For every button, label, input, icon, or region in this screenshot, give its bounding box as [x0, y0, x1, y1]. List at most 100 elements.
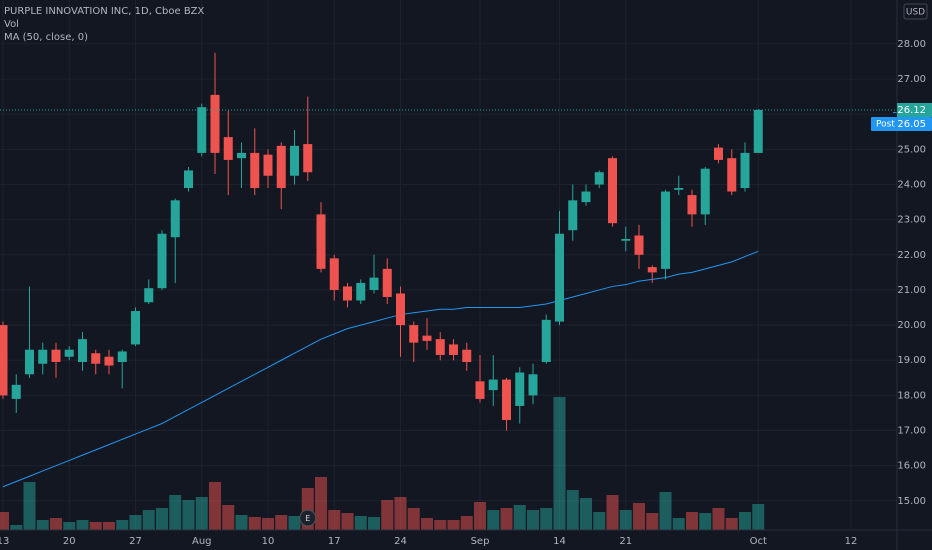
- x-tick-label: 12: [845, 536, 858, 547]
- candle-body: [661, 191, 670, 269]
- volume-bar: [248, 517, 261, 530]
- volume-bar: [288, 516, 301, 530]
- candle-body: [223, 137, 233, 160]
- candle-body: [435, 339, 445, 355]
- candle-body: [594, 172, 604, 185]
- candle-body: [502, 379, 511, 420]
- ma-line: [2, 250, 759, 488]
- volume-bar: [89, 522, 102, 530]
- candle-body: [740, 152, 750, 189]
- volume-bar: [209, 482, 221, 530]
- volume-bar: [407, 508, 420, 530]
- candle-body: [382, 268, 392, 297]
- earnings-marker: [299, 509, 317, 527]
- volume-bar: [593, 512, 606, 530]
- volume-bar: [50, 518, 62, 530]
- volume-bar: [222, 505, 235, 530]
- y-tick-label: 28.00: [897, 39, 926, 50]
- candle-body: [753, 110, 763, 153]
- x-tick-label: 14: [553, 536, 566, 547]
- volume-bar: [712, 508, 725, 530]
- y-tick-label: 16.00: [897, 461, 926, 472]
- candle-body: [608, 158, 617, 224]
- candle-body: [409, 325, 419, 343]
- candle-body: [78, 339, 87, 363]
- volume-bar: [434, 520, 447, 530]
- candle-body: [568, 200, 578, 231]
- volume-bar: [129, 515, 142, 530]
- chart-title: PURPLE INNOVATION INC, 1D, Cboe BZX: [4, 6, 205, 17]
- candle-body: [64, 349, 74, 357]
- volume-bar: [275, 515, 288, 530]
- candle-body: [91, 353, 101, 364]
- candle-body: [250, 152, 260, 189]
- volume-bar: [328, 510, 341, 530]
- volume-bar: [606, 495, 619, 530]
- y-tick-label: 25.00: [897, 144, 926, 155]
- volume-bar: [235, 515, 248, 530]
- y-tick-label: 22.00: [897, 250, 926, 261]
- volume-bar: [142, 510, 155, 530]
- x-tick-label: Aug: [192, 536, 212, 547]
- candle-body: [25, 349, 34, 375]
- y-tick-label: 15.00: [897, 496, 926, 507]
- currency: USD: [906, 8, 925, 18]
- candle-body: [621, 238, 631, 241]
- volume-bar: [672, 518, 685, 530]
- volume-bar: [752, 504, 765, 530]
- candle-body: [727, 158, 737, 192]
- volume-bar: [686, 512, 698, 530]
- volume-bar: [725, 518, 738, 530]
- volume-bar: [156, 508, 168, 530]
- candle-body: [276, 145, 286, 189]
- volume-bar: [447, 520, 460, 530]
- volume-bar: [195, 497, 208, 530]
- volume-bar: [381, 500, 394, 530]
- candle-body: [369, 277, 379, 290]
- candle-body: [316, 214, 326, 269]
- volume-bar: [487, 510, 500, 530]
- candle-body: [647, 267, 657, 273]
- candle-body: [475, 381, 485, 399]
- volume-bar: [500, 508, 513, 530]
- volume-bar: [262, 518, 274, 530]
- volume-bar: [474, 502, 486, 530]
- volume-bar: [553, 397, 566, 530]
- volume-bar: [368, 517, 380, 530]
- candle-body: [144, 288, 154, 303]
- candle-body: [210, 94, 220, 153]
- x-tick-label: 27: [129, 536, 142, 547]
- y-tick-label: 27.00: [897, 74, 926, 85]
- volume-bar: [421, 518, 433, 530]
- candle-body: [0, 325, 8, 396]
- volume-bar: [103, 522, 115, 530]
- x-tick-label: 20: [63, 536, 76, 547]
- candle-body: [634, 235, 644, 255]
- candle-body: [197, 107, 207, 153]
- volume-bar: [460, 516, 473, 530]
- marks: [0, 52, 897, 530]
- candle-body: [170, 200, 180, 238]
- volume-bar: [739, 512, 751, 530]
- volume-legend: Vol: [4, 19, 19, 30]
- volume-bar: [36, 520, 49, 530]
- volume-bar: [76, 520, 89, 530]
- ma-legend: MA (50, close, 0): [4, 32, 88, 43]
- x-tick-label: Sep: [471, 536, 490, 547]
- currency-box[interactable]: [903, 3, 928, 20]
- volume-bar: [315, 477, 327, 530]
- x-tick-label: 17: [328, 536, 341, 547]
- candle-body: [674, 188, 684, 190]
- candle-body: [104, 356, 114, 366]
- volume-bar: [341, 513, 354, 530]
- candle-body: [184, 170, 193, 189]
- candle-body: [303, 144, 313, 173]
- last-price-box: [897, 103, 932, 118]
- volume-bar: [0, 512, 9, 530]
- candle-body: [515, 372, 525, 406]
- candle-body: [51, 349, 61, 363]
- candle-body: [131, 311, 140, 345]
- volume-bar: [182, 500, 195, 530]
